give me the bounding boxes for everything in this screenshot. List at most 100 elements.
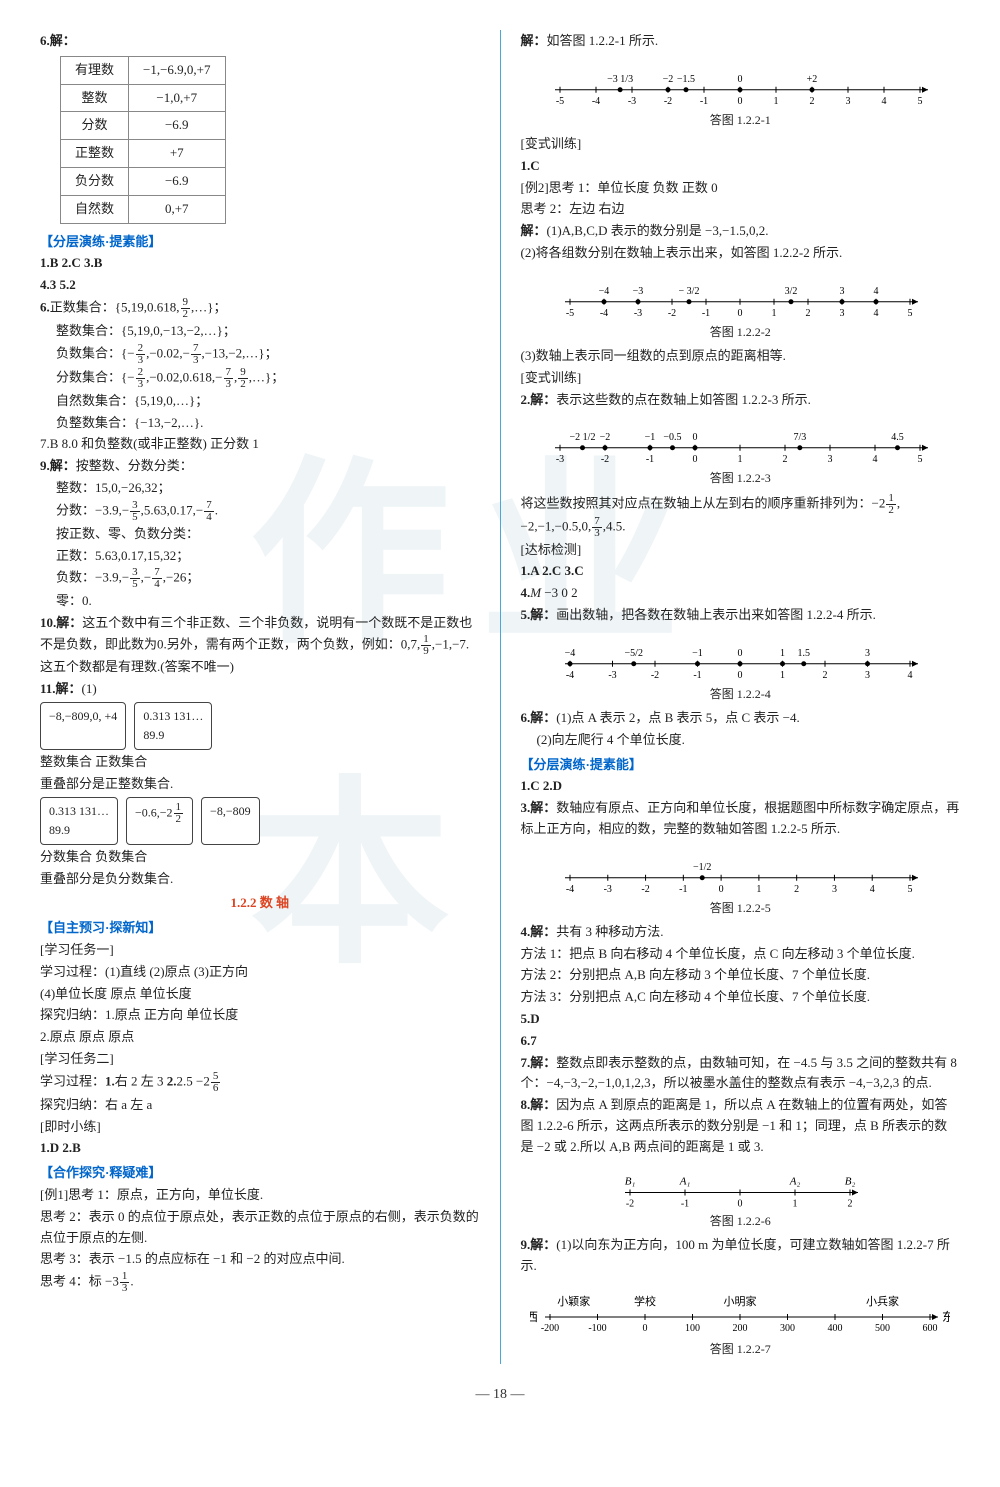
- svg-text:−2 1/2: −2 1/2: [570, 432, 596, 443]
- svg-text:0: 0: [738, 308, 743, 319]
- numline-caption: 答图 1.2.2-2: [521, 323, 961, 342]
- r6: 解：(1)A,B,C,D 表示的数分别是 −3,−1.5,0,2.: [521, 221, 961, 242]
- svg-text:-3: -3: [628, 96, 636, 107]
- svg-text:-5: -5: [556, 96, 564, 107]
- c4: 思考 4：标 −313.: [40, 1271, 480, 1294]
- numline-caption: 答图 1.2.2-3: [521, 469, 961, 488]
- svg-text:−4: −4: [565, 647, 576, 658]
- svg-text:-4: -4: [600, 308, 608, 319]
- a9f: 负数：−3.9,−35,−74,−26；: [40, 567, 480, 590]
- svg-text:2: 2: [848, 1198, 853, 1209]
- svg-text:3: 3: [840, 286, 845, 297]
- a9d: 按正数、零、负数分类：: [40, 524, 480, 545]
- svg-text:3: 3: [865, 647, 870, 658]
- c2: 思考 2：表示 0 的点位于原点处，表示正数的点位于原点的右侧，表示负数的点位于…: [40, 1207, 480, 1249]
- b6: [学习任务二]: [40, 1049, 480, 1070]
- r14: 4.M −3 0 2: [521, 583, 961, 604]
- svg-text:-100: -100: [589, 1323, 607, 1334]
- b7: 学习过程：1.右 2 左 3 2.2.5 −256: [40, 1071, 480, 1094]
- svg-text:-5: -5: [566, 308, 574, 319]
- r2: [变式训练]: [521, 134, 961, 155]
- number-line: -200-1000100200300400500600小颖家学校小明家小兵家西东: [530, 1278, 950, 1338]
- svg-text:−3: −3: [633, 286, 644, 297]
- box2mid: 重叠部分是负分数集合.: [40, 869, 480, 890]
- svg-text:4: 4: [874, 286, 879, 297]
- d10: 8.解：因为点 A 到原点的距离是 1，所以点 A 在数轴上的位置有两处，如答图…: [521, 1095, 961, 1157]
- a9b: 整数：15,0,−26,32；: [40, 478, 480, 499]
- a9e: 正数：5.63,0.17,15,32；: [40, 546, 480, 567]
- d5: 方法 2：分别把点 A,B 向左移动 3 个单位长度、7 个单位长度.: [521, 965, 961, 986]
- svg-text:−0.5: −0.5: [664, 432, 682, 443]
- svg-text:+2: +2: [807, 74, 818, 85]
- svg-text:-2: -2: [664, 96, 672, 107]
- svg-text:小兵家: 小兵家: [866, 1294, 899, 1308]
- svg-text:1: 1: [780, 669, 785, 680]
- frac-set-box: 0.313 131… 89.9: [40, 797, 118, 845]
- svg-text:100: 100: [685, 1323, 700, 1334]
- section-b: 【自主预习·探新知】: [40, 918, 480, 939]
- b4: 探究归纳：1.原点 正方向 单位长度: [40, 1005, 480, 1026]
- svg-text:-2: -2: [668, 308, 676, 319]
- numline-caption: 答图 1.2.2-1: [521, 111, 961, 130]
- svg-text:5: 5: [908, 883, 913, 894]
- r16: 6.解：(1)点 A 表示 2，点 B 表示 5，点 C 表示 −4.: [521, 708, 961, 729]
- b2: 学习过程：(1)直线 (2)原点 (3)正方向: [40, 962, 480, 983]
- svg-text:小明家: 小明家: [724, 1294, 757, 1308]
- svg-text:-1: -1: [694, 669, 702, 680]
- d8: 6.7: [521, 1031, 961, 1052]
- svg-text:-3: -3: [556, 454, 564, 465]
- svg-text:0: 0: [738, 647, 743, 658]
- r7: (2)将各组数分别在数轴上表示出来，如答图 1.2.2-2 所示.: [521, 243, 961, 264]
- svg-text:−2: −2: [663, 74, 674, 85]
- svg-text:1: 1: [738, 454, 743, 465]
- r8: (3)数轴上表示同一组数的点到原点的距离相等.: [521, 346, 961, 367]
- d11: 9.解：(1)以向东为正方向，100 m 为单位长度，可建立数轴如答图 1.2.…: [521, 1235, 961, 1277]
- section-title: 1.2.2 数 轴: [40, 893, 480, 914]
- svg-text:1: 1: [774, 96, 779, 107]
- b9: [即时小练]: [40, 1117, 480, 1138]
- svg-text:4.5: 4.5: [892, 432, 905, 443]
- r13: 1.A 2.C 3.C: [521, 561, 961, 582]
- r3: 1.C: [521, 156, 961, 177]
- d6: 方法 3：分别把点 A,C 向左移动 4 个单位长度、7 个单位长度.: [521, 987, 961, 1008]
- b1: [学习任务一]: [40, 940, 480, 961]
- svg-text:400: 400: [828, 1323, 843, 1334]
- number-line: -4-3-2-101234−4−5/2−1011.53: [550, 628, 930, 683]
- d2: 3.解：数轴应有原点、正方向和单位长度，根据题图中所标数字确定原点，再标上正方向…: [521, 798, 961, 840]
- svg-text:-3: -3: [609, 669, 617, 680]
- svg-text:A₁: A₁: [679, 1175, 691, 1187]
- b5: 2.原点 原点 原点: [40, 1027, 480, 1048]
- svg-text:-2: -2: [651, 669, 659, 680]
- box1mid: 重叠部分是正整数集合.: [40, 774, 480, 795]
- box1lab: 整数集合 正数集合: [40, 752, 480, 773]
- r12: [达标检测]: [521, 540, 961, 561]
- right-column: 解：如答图 1.2.2-1 所示. -5-4-3-2-1012345−3 1/3…: [521, 30, 961, 1364]
- a9a: 9.解：按整数、分数分类：: [40, 456, 480, 477]
- q6-label: 6.解：: [40, 31, 480, 52]
- mid-set-box: −0.6,−212: [126, 797, 193, 845]
- a7: 7.B 8.0 和负整数(或非正整数) 正分数 1: [40, 434, 480, 455]
- svg-text:-200: -200: [541, 1323, 559, 1334]
- svg-text:-1: -1: [646, 454, 654, 465]
- svg-text:−5/2: −5/2: [625, 647, 643, 658]
- left-column: 6.解： 有理数−1,−6.9,0,+7整数−1,0,+7分数−6.9正整数+7…: [40, 30, 480, 1364]
- svg-text:2: 2: [783, 454, 788, 465]
- r11: 将这些数按照其对应点在数轴上从左到右的顺序重新排列为：−212,−2,−1,−0…: [521, 493, 961, 539]
- svg-text:3: 3: [840, 308, 845, 319]
- svg-text:1: 1: [780, 647, 785, 658]
- b8: 探究归纳：右 a 左 a: [40, 1095, 480, 1116]
- svg-text:-2: -2: [626, 1198, 634, 1209]
- svg-text:-1: -1: [679, 883, 687, 894]
- svg-text:3: 3: [865, 669, 870, 680]
- svg-text:7/3: 7/3: [794, 432, 807, 443]
- d9: 7.解：整数点即表示整数的点，由数轴可知，在 −4.5 与 3.5 之间的整数共…: [521, 1053, 961, 1095]
- svg-text:B₁: B₁: [625, 1175, 636, 1187]
- svg-text:B₂: B₂: [845, 1175, 856, 1187]
- svg-text:3/2: 3/2: [785, 286, 798, 297]
- r5: 思考 2：左边 右边: [521, 199, 961, 220]
- a6a: 6.正数集合：{5,19,0.618,92,…}；: [40, 297, 480, 320]
- svg-text:-3: -3: [634, 308, 642, 319]
- svg-text:−4: −4: [599, 286, 610, 297]
- svg-text:4: 4: [870, 883, 875, 894]
- svg-text:4: 4: [874, 308, 879, 319]
